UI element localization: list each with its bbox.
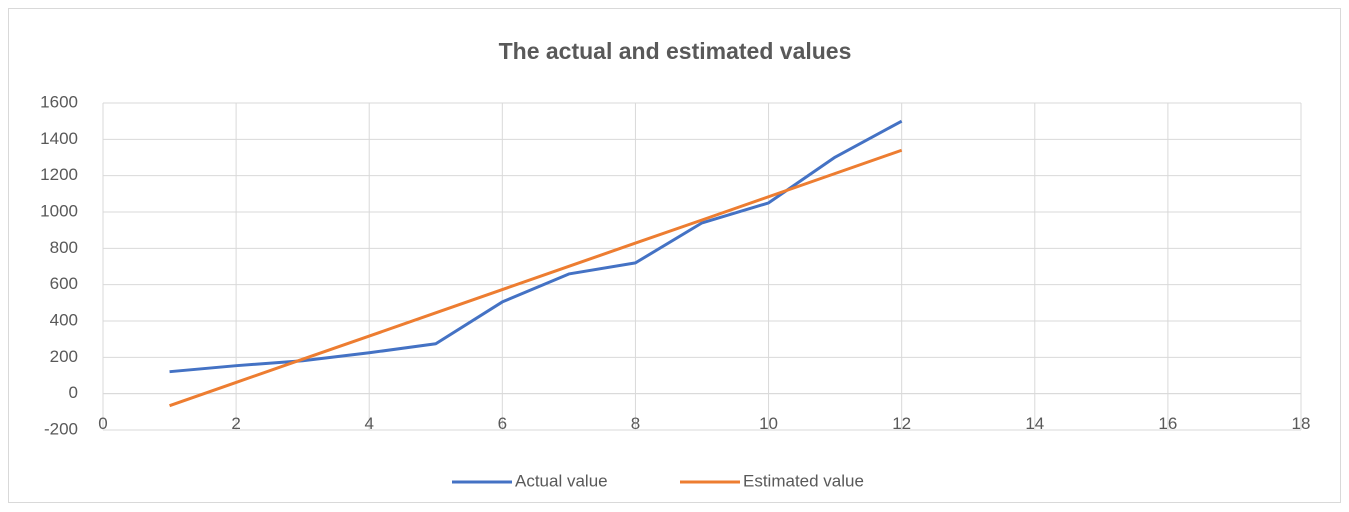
y-tick-label: 1200	[40, 165, 78, 184]
series-line	[169, 148, 903, 408]
y-tick-label: 1000	[40, 201, 78, 220]
y-tick-label: -200	[44, 419, 78, 438]
y-tick-label: 800	[50, 238, 78, 257]
legend-label: Actual value	[515, 471, 608, 490]
y-tick-label: 1400	[40, 129, 78, 148]
x-tick-label: 2	[231, 414, 240, 433]
x-tick-label: 16	[1158, 414, 1177, 433]
legend-label: Estimated value	[743, 471, 864, 490]
x-tick-label: 18	[1292, 414, 1311, 433]
x-tick-label: 6	[498, 414, 507, 433]
x-tick-label: 14	[1025, 414, 1044, 433]
y-tick-label: 1600	[40, 92, 78, 111]
y-tick-label: 600	[50, 274, 78, 293]
y-tick-label: 400	[50, 310, 78, 329]
x-tick-label: 12	[892, 414, 911, 433]
y-tick-label: 200	[50, 347, 78, 366]
x-tick-label: 0	[98, 414, 107, 433]
y-tick-label: 0	[69, 383, 78, 402]
chart-title: The actual and estimated values	[499, 38, 852, 64]
x-tick-label: 8	[631, 414, 640, 433]
x-tick-label: 4	[364, 414, 373, 433]
x-tick-label: 10	[759, 414, 778, 433]
chart-border	[8, 8, 1341, 503]
